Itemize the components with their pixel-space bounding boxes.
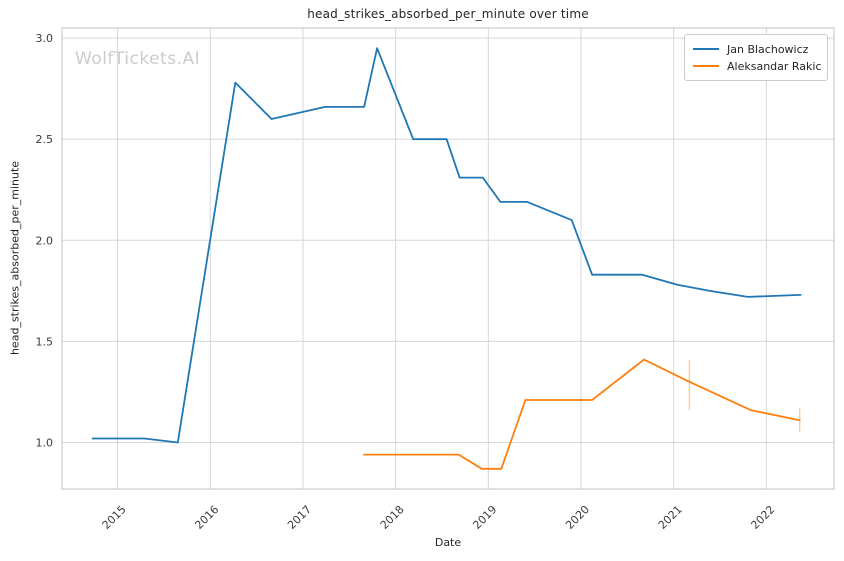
y-tick-label: 2.0 [36,234,54,247]
y-tick-label: 1.0 [36,436,54,449]
watermark: WolfTickets.AI [75,49,201,69]
x-tick-label: 2016 [192,503,221,532]
x-tick-label: 2021 [656,503,685,532]
y-tick-label: 3.0 [36,32,54,45]
x-tick-label: 2022 [748,503,777,532]
x-axis-label: Date [434,536,462,549]
x-tick-label: 2018 [378,503,407,532]
x-tick-label: 2015 [100,503,129,532]
x-tick-label: 2017 [285,503,314,532]
legend-label: Jan Blachowicz [727,42,809,56]
legend-item: Aleksandar Rakic [693,58,822,74]
legend-line-swatch-blue [693,48,719,50]
plot-border [61,27,835,490]
legend-label: Aleksandar Rakic [727,59,822,73]
y-axis-label: head_strikes_absorbed_per_minute [8,160,22,356]
legend: Jan Blachowicz Aleksandar Rakic [684,34,828,81]
series-line-jan-blachowicz [91,47,802,444]
series-line-aleksandar-rakic [363,358,801,470]
legend-item: Jan Blachowicz [693,41,819,57]
y-tick-label: 1.5 [36,335,54,348]
chart-title: head_strikes_absorbed_per_minute over ti… [307,7,589,21]
legend-line-swatch-orange [693,65,719,67]
y-tick-label: 2.5 [36,133,54,146]
x-tick-label: 2019 [470,503,499,532]
x-tick-label: 2020 [563,503,592,532]
